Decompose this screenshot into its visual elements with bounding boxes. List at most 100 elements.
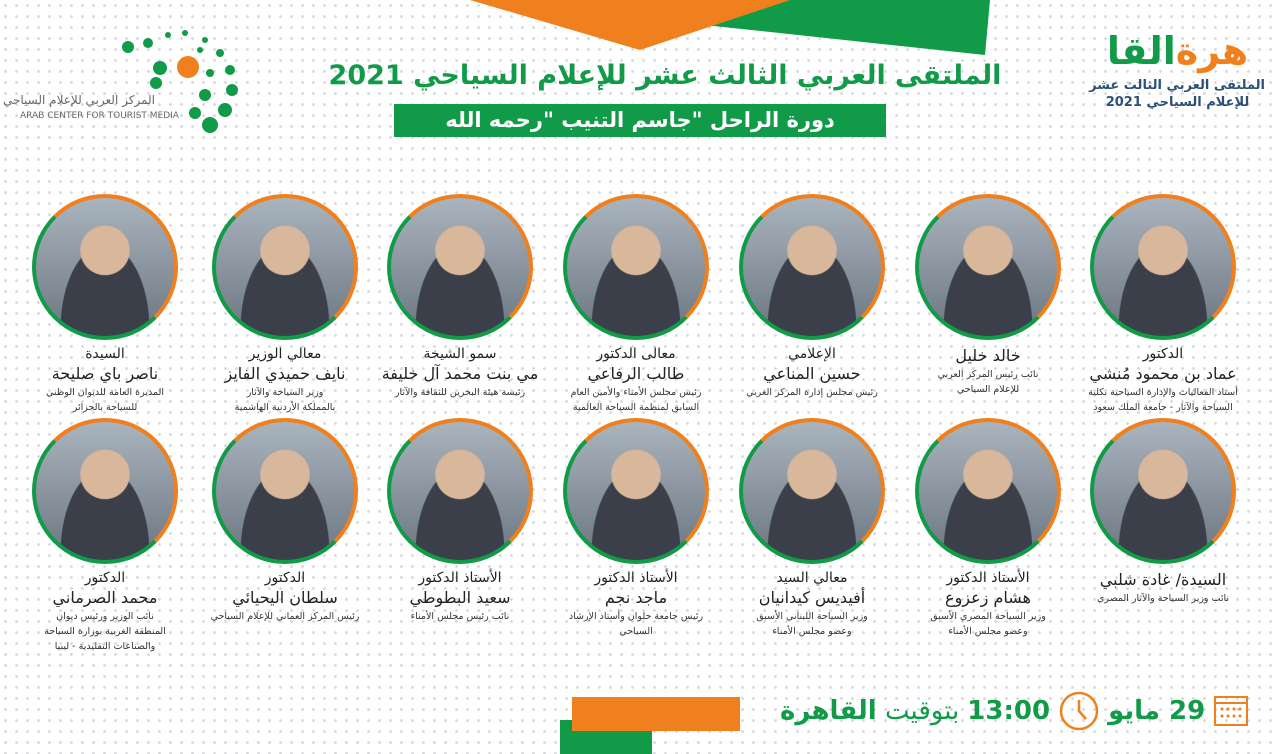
speaker-name: عماد بن محمود مُنشي <box>1089 364 1237 383</box>
speaker-card: معالي السيد أفيديس كيدانيان وزير السياحة ا… <box>724 418 900 639</box>
speaker-description: رئيس جامعة حلوان وأستاذ الإرشاد <box>568 611 704 622</box>
speaker-name: هشام زعزوع <box>945 588 1031 607</box>
logo-line-1: الملتقى العربي الثالث عشر <box>1089 78 1265 93</box>
speaker-description: وعضو مجلس الأمناء <box>948 626 1028 637</box>
event-datetime: 29 مايو 13:00 بتوقيت القاهرة <box>780 688 1253 734</box>
speaker-card: معالي الوزير نايف حميدي الفايز وزير السياح… <box>197 194 373 415</box>
speaker-name: أفيديس كيدانيان <box>758 588 866 607</box>
speaker-description: وزير السياحة والآثار <box>246 387 324 398</box>
speaker-photo <box>739 418 885 564</box>
speaker-card: سمو الشيخة مي بنت محمد آل خليفة رئيسة هيئة… <box>372 194 548 400</box>
speaker-description: السياحي <box>619 626 653 637</box>
speaker-title: معالي السيد <box>776 570 848 586</box>
speaker-card: خالد خليل نائب رئيس المركز العربي للإعلام … <box>900 194 1076 397</box>
speaker-name: حسين المناعي <box>763 364 861 383</box>
calendar-icon <box>1214 696 1249 726</box>
speaker-description: أستاذ الفعاليات والإدارة السياحية بكلية <box>1088 387 1238 398</box>
event-timezone: بتوقيت القاهرة <box>780 696 959 726</box>
wordmark-orange: هرة <box>1175 29 1249 73</box>
wordmark-green: القا <box>1106 29 1176 73</box>
logo-arabic-text: المركز العربي للإعلام السياحي <box>2 93 155 107</box>
top-decoration <box>470 0 990 55</box>
speaker-description: المنطقة الغربية بوزارة السياحة <box>44 626 166 637</box>
speaker-photo <box>739 194 885 340</box>
speaker-title: الدكتور <box>1142 346 1184 362</box>
speaker-name: محمد الصرماني <box>52 588 158 607</box>
speaker-card: الأستاذ الدكتور هشام زعزوع وزير السياحة ال… <box>900 418 1076 639</box>
speaker-photo <box>212 194 358 340</box>
speaker-description: رئيس المركز العماني للإعلام السياحي <box>210 611 360 622</box>
speaker-photo <box>1090 194 1236 340</box>
speaker-photo <box>212 418 358 564</box>
speaker-title: الدكتور <box>84 570 126 586</box>
speaker-title: معالي الوزير <box>248 346 322 362</box>
speaker-title: سمو الشيخة <box>423 346 497 362</box>
speaker-name: خالد خليل <box>955 346 1021 365</box>
speaker-description: السياحة والآثار - جامعة الملك سعود <box>1093 402 1233 413</box>
event-time: 13:00 <box>967 696 1051 726</box>
speaker-name: السيدة/ غادة شلبي <box>1099 570 1227 589</box>
speaker-description: للسياحة بالجزائر <box>72 402 138 413</box>
speaker-photo <box>563 194 709 340</box>
speaker-description: نائب رئيس المركز العربي <box>937 369 1039 380</box>
speaker-card: السيدة/ غادة شلبي نائب وزير السياحة والآث… <box>1075 418 1251 606</box>
arab-center-logo: المركز العربي للإعلام السياحي ARAB CENTE… <box>2 25 250 135</box>
speaker-card: الأستاذ الدكتور سعيد البطوطي نائب رئيس مجل… <box>372 418 548 624</box>
speaker-title: الأستاذ الدكتور <box>418 570 502 586</box>
speaker-photo <box>915 194 1061 340</box>
cairo-logo: هرةالقا الملتقى العربي الثالث عشر للإعلا… <box>1089 25 1265 111</box>
dots-logo-icon <box>122 30 238 133</box>
logo-english-text: ARAB CENTER FOR TOURIST MEDIA <box>20 111 179 121</box>
speaker-card: الدكتور عماد بن محمود مُنشي أستاذ الفعاليا… <box>1075 194 1251 415</box>
page-subtitle: دورة الراحل "جاسم التنيب "رحمه الله <box>394 104 886 137</box>
speaker-title: الإعلامي <box>788 346 836 362</box>
cairo-wordmark: هرةالقا <box>1090 25 1265 77</box>
logo-line-2: للإعلام السياحي 2021 <box>1105 95 1250 110</box>
speaker-description: المديرة العامة للديوان الوطني <box>45 387 165 398</box>
speaker-title: الأستاذ الدكتور <box>946 570 1030 586</box>
speaker-description: نائب وزير السياحة والآثار المصري <box>1096 593 1230 604</box>
speaker-title: السيدة <box>85 346 125 362</box>
tz-prefix: بتوقيت <box>884 696 960 726</box>
speaker-title: الأستاذ الدكتور <box>594 570 678 586</box>
speaker-description: رئيس مجلس إدارة المركز العربي <box>746 387 878 398</box>
speaker-name: ناصر باي صليحة <box>51 364 159 383</box>
bottom-orange-bar <box>572 697 740 731</box>
speaker-description: رئيس مجلس الأمناء والأمين العام <box>570 387 702 398</box>
clock-icon <box>1059 691 1099 731</box>
speaker-description: للإعلام السياحي <box>956 384 1020 395</box>
speaker-card: معالى الدكتور طالب الرفاعي رئيس مجلس الأمن… <box>548 194 724 415</box>
speaker-photo <box>387 194 533 340</box>
speaker-name: سلطان اليحيائي <box>232 588 338 607</box>
speaker-name: طالب الرفاعي <box>587 364 685 383</box>
speaker-title: معالى الدكتور <box>596 346 676 362</box>
speaker-description: وزير السياحة المصري الأسبق <box>930 611 1046 622</box>
speaker-photo <box>32 418 178 564</box>
page-title: الملتقى العربي الثالث عشر للإعلام السياح… <box>328 60 1002 91</box>
speaker-description: نائب رئيس مجلس الأمناء <box>410 611 510 622</box>
speaker-description: السابق لمنظمة السياحة العالمية <box>572 402 700 413</box>
speaker-card: السيدة ناصر باي صليحة المديرة العامة للديو… <box>17 194 193 415</box>
speaker-photo <box>563 418 709 564</box>
speaker-description: وزير السياحة اللبناني الأسبق <box>756 611 868 622</box>
speaker-card: الأستاذ الدكتور ماجد نجم رئيس جامعة حلوان … <box>548 418 724 639</box>
speaker-name: مي بنت محمد آل خليفة <box>381 364 539 383</box>
speaker-description: بالمملكة الأردنية الهاشمية <box>234 402 336 413</box>
speaker-card: الدكتور محمد الصرماني نائب الوزير ورئيس دي… <box>17 418 193 654</box>
speaker-name: سعيد البطوطي <box>409 588 511 607</box>
speaker-description: رئيسة هيئة البحرين للثقافة والآثار <box>394 387 526 398</box>
speaker-title: الدكتور <box>264 570 306 586</box>
speaker-card: الدكتور سلطان اليحيائي رئيس المركز العماني… <box>197 418 373 624</box>
event-date: 29 مايو <box>1108 696 1206 726</box>
speaker-card: الإعلامي حسين المناعي رئيس مجلس إدارة المر… <box>724 194 900 400</box>
speaker-photo <box>387 418 533 564</box>
speaker-description: والصناعات التقليدية - ليبيا <box>54 641 156 652</box>
speaker-description: نائب الوزير ورئيس ديوان <box>56 611 154 622</box>
speaker-description: وعضو مجلس الأمناء <box>772 626 852 637</box>
speaker-name: نايف حميدي الفايز <box>224 364 346 383</box>
speaker-photo <box>915 418 1061 564</box>
speaker-photo <box>1090 418 1236 564</box>
speaker-name: ماجد نجم <box>604 588 668 607</box>
speaker-photo <box>32 194 178 340</box>
tz-city: القاهرة <box>780 696 877 726</box>
